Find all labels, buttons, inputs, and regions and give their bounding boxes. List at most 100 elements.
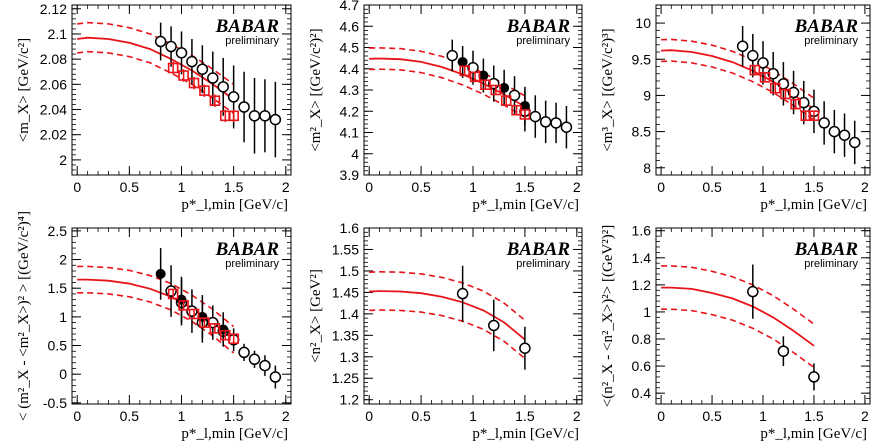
band-lower-line <box>77 50 235 114</box>
data-point-open <box>154 35 167 48</box>
data-point-open <box>217 81 229 93</box>
preliminary-label: preliminary <box>804 35 858 47</box>
preliminary-label: preliminary <box>516 258 570 270</box>
y-axis-title: <m_X> [GeV/c²] <box>16 38 32 142</box>
data-point-square <box>769 82 781 94</box>
data-point-filled <box>155 268 166 279</box>
data-point-open <box>798 96 810 109</box>
data-point-square <box>519 109 531 120</box>
data-point-square <box>209 95 221 107</box>
y-tick-label: 0.8 <box>632 331 652 347</box>
y-tick-label: 1.5 <box>340 263 360 279</box>
data-point-square <box>199 85 210 96</box>
data-point-square <box>228 333 239 344</box>
y-tick-label: 1.4 <box>340 306 360 322</box>
band-center-line <box>369 57 526 108</box>
data-point-open <box>736 40 749 52</box>
y-tick-label: 1.5 <box>48 280 68 296</box>
x-tick-label: 2 <box>282 408 290 424</box>
y-tick-label: 2.04 <box>40 102 67 118</box>
y-tick-label: 4.4 <box>340 61 360 77</box>
data-point-open <box>838 129 851 141</box>
y-tick-label: 1.35 <box>332 327 359 343</box>
y-tick-label: 2.5 <box>48 223 68 239</box>
band-lower-line <box>77 292 235 354</box>
y-axis-title: <m²_X> [(GeV/c²)²] <box>308 28 324 151</box>
x-tick-label: 1 <box>178 408 186 424</box>
data-point-square <box>178 70 189 81</box>
y-tick-label: 2.08 <box>40 51 67 67</box>
x-tick-label: 2 <box>861 179 869 195</box>
data-point-open <box>186 55 198 68</box>
data-point-open <box>560 121 573 133</box>
y-axis-title: < (m²_X - <m²_X>)² > [(GeV/c²)⁴] <box>16 211 32 421</box>
data-point-open <box>238 101 250 113</box>
data-point-square <box>759 72 771 83</box>
y-tick-label: 9 <box>643 87 651 103</box>
x-axis-title: p*_l,min [GeV/c] <box>760 197 867 213</box>
data-point-square <box>808 110 820 121</box>
data-point-square <box>480 79 491 90</box>
y-tick-label: 1.6 <box>632 223 652 239</box>
x-tick-label: 1 <box>759 408 767 424</box>
chart-panel-3: 8 8.5 9 9.5 10 0 0.5 1 1.5 2 p*_l,min [GeV/c] <m³_X… <box>600 4 871 213</box>
y-tick-label: 0 <box>59 366 67 382</box>
band-center-line <box>369 290 526 341</box>
data-point-open <box>550 117 562 129</box>
x-tick-label: 2 <box>282 179 290 195</box>
y-tick-label: 1.6 <box>340 220 360 236</box>
x-tick-label: 1.5 <box>804 408 824 424</box>
data-point-open <box>227 91 240 103</box>
x-tick-label: 0.5 <box>120 408 140 424</box>
x-tick-label: 1 <box>178 179 186 195</box>
x-tick-label: 0 <box>657 179 665 195</box>
data-point-open <box>767 67 779 80</box>
y-tick-label: 3.9 <box>340 167 360 183</box>
chart-panel-6: 0.4 0.6 0.8 1 1.2 1.4 1.6 0 0.5 1 1.5 2 p*_l,min [Ge… <box>600 223 871 442</box>
y-tick-label: 8.5 <box>632 124 652 140</box>
y-axis-title: <(n²_X - <n²_X>)²> [(GeV²)²] <box>600 225 616 408</box>
chart-panel-5: 1.2 1.25 1.3 1.35 1.4 1.45 1.5 1.55 1.6 0 0.5 1 1.5 2… <box>308 220 583 442</box>
data-point-square <box>500 95 512 106</box>
y-tick-label: 4.5 <box>340 40 360 56</box>
y-tick-label: 4.6 <box>340 18 360 34</box>
y-tick-label: 4.3 <box>340 82 360 98</box>
x-tick-label: 0 <box>365 408 373 424</box>
data-point-square <box>469 71 481 83</box>
x-tick-label: 0.5 <box>411 179 431 195</box>
y-tick-label: 1.2 <box>340 392 360 408</box>
data-point-open <box>519 342 531 354</box>
y-tick-label: 2.06 <box>40 76 67 92</box>
x-tick-label: 2 <box>573 179 581 195</box>
x-tick-label: 1.5 <box>224 179 244 195</box>
data-point-open <box>808 371 820 383</box>
babar-logo: BABAR <box>215 239 279 260</box>
data-point-square <box>199 317 210 328</box>
data-point-open <box>508 89 521 102</box>
x-axis-title: p*_l,min [GeV/c] <box>181 197 288 213</box>
data-point-open <box>539 116 552 128</box>
y-tick-label: 0.5 <box>48 338 68 354</box>
x-tick-label: 0 <box>657 408 665 424</box>
data-point-square <box>459 65 470 77</box>
data-point-filled <box>457 56 468 67</box>
data-point-open <box>259 110 271 122</box>
data-point-square <box>188 77 200 89</box>
data-point-square <box>790 98 801 110</box>
preliminary-label: preliminary <box>225 258 279 270</box>
data-point-square <box>209 323 221 334</box>
data-point-open <box>446 49 458 62</box>
chart-panel-2: 3.9 4 4.1 4.2 4.3 4.4 4.5 4.6 4.7 0 0.5 1 1.5 2 p*_l,m… <box>308 0 583 213</box>
data-point-open <box>848 136 861 149</box>
data-point-open <box>747 49 759 62</box>
data-point-open <box>456 287 469 300</box>
x-tick-label: 0.5 <box>702 179 722 195</box>
x-tick-label: 1.5 <box>515 179 535 195</box>
band-upper-line <box>77 21 235 85</box>
x-tick-label: 1 <box>469 408 477 424</box>
data-point-open <box>747 285 759 298</box>
chart-panel-4: -0.5 0 0.5 1 1.5 2 2.5 0 0.5 1 1.5 2 p*_l,min [GeV/c… <box>16 211 292 442</box>
y-tick-label: 2 <box>59 152 67 168</box>
babar-logo: BABAR <box>215 16 279 37</box>
y-axis-title: <m³_X> [(GeV/c²)³] <box>600 28 616 151</box>
